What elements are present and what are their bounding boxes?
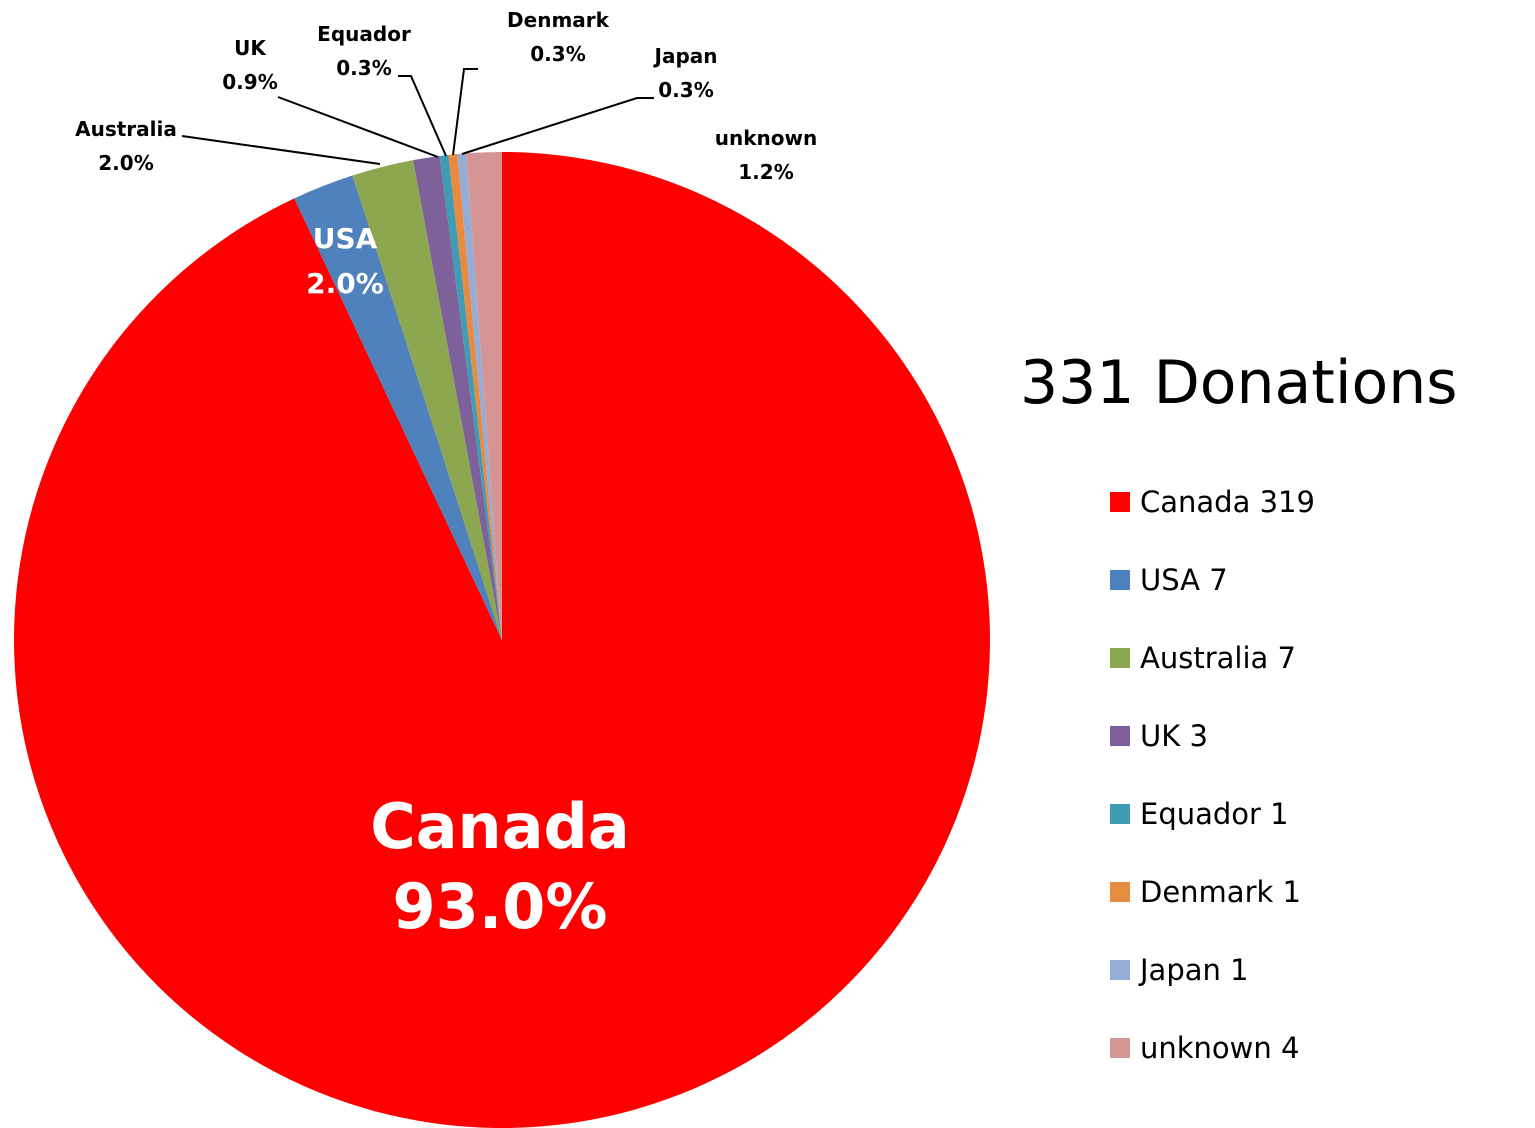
legend-item-australia: Australia 7	[1110, 641, 1296, 675]
legend-item-canada: Canada 319	[1110, 485, 1315, 519]
legend: Canada 319 USA 7 Australia 7 UK 3 Equador 1 D…	[1110, 485, 1315, 1065]
legend-label-uk: UK 3	[1140, 719, 1208, 753]
legend-swatch-equador	[1110, 804, 1130, 824]
pie-slice-australia	[352, 160, 502, 640]
pie-slices	[13, 152, 991, 1128]
slice-percent-japan: 0.3%	[658, 78, 713, 102]
pie-slice-usa	[294, 175, 502, 641]
leader-line-japan	[461, 97, 654, 155]
slice-label-japan: Japan	[653, 44, 718, 68]
legend-swatch-unknown	[1110, 1038, 1130, 1058]
pie-slice-denmark	[448, 154, 502, 641]
legend-item-japan: Japan 1	[1110, 953, 1249, 987]
slice-label-uk: UK	[234, 36, 267, 60]
legend-swatch-uk	[1110, 726, 1130, 746]
legend-label-denmark: Denmark 1	[1140, 875, 1301, 909]
leader-lines	[181, 68, 654, 165]
slice-label-denmark: Denmark	[507, 8, 610, 32]
slice-percent-uk: 0.9%	[222, 70, 277, 94]
legend-label-australia: Australia 7	[1140, 641, 1296, 675]
pie-slice-unknown	[466, 152, 502, 640]
legend-item-uk: UK 3	[1110, 719, 1208, 753]
slice-percent-equador: 0.3%	[336, 56, 391, 80]
slice-label-usa: USA	[313, 222, 378, 255]
leader-line-denmark	[452, 68, 478, 156]
legend-label-usa: USA 7	[1140, 563, 1228, 597]
legend-swatch-australia	[1110, 648, 1130, 668]
chart-title: 331 Donations	[1020, 348, 1458, 418]
leader-line-uk	[277, 96, 439, 158]
pie-slice-uk	[413, 156, 502, 640]
slice-label-equador: Equador	[317, 22, 411, 46]
legend-label-equador: Equador 1	[1140, 797, 1289, 831]
leader-line-equador	[398, 75, 447, 157]
slice-label-canada: Canada	[370, 790, 630, 863]
legend-item-denmark: Denmark 1	[1110, 875, 1301, 909]
slice-label-unknown: unknown	[715, 126, 817, 150]
slice-percent-canada: 93.0%	[392, 870, 607, 943]
slice-percent-usa: 2.0%	[306, 267, 384, 300]
legend-item-usa: USA 7	[1110, 563, 1228, 597]
legend-swatch-canada	[1110, 492, 1130, 512]
slice-percent-denmark: 0.3%	[530, 42, 585, 66]
pie-slice-japan	[457, 153, 502, 640]
legend-label-canada: Canada 319	[1140, 485, 1315, 519]
slice-label-australia: Australia	[75, 117, 177, 141]
leader-line-australia	[181, 135, 381, 165]
legend-label-unknown: unknown 4	[1140, 1031, 1299, 1065]
slice-percent-australia: 2.0%	[98, 151, 153, 175]
pie-slice-equador	[439, 154, 502, 641]
legend-swatch-usa	[1110, 570, 1130, 590]
legend-label-japan: Japan 1	[1138, 953, 1249, 987]
legend-swatch-japan	[1110, 960, 1130, 980]
slice-percent-unknown: 1.2%	[738, 160, 793, 184]
legend-item-equador: Equador 1	[1110, 797, 1289, 831]
legend-item-unknown: unknown 4	[1110, 1031, 1299, 1065]
legend-swatch-denmark	[1110, 882, 1130, 902]
